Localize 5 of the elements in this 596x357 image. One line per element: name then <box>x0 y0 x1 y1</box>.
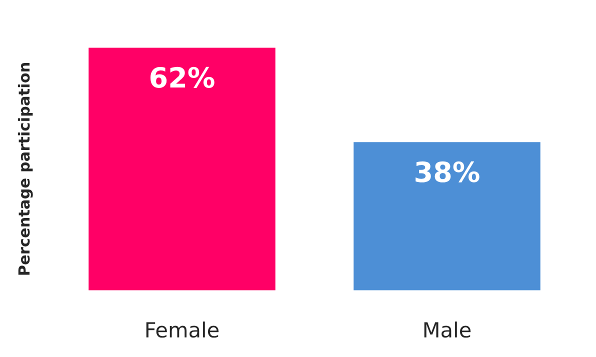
x-tick-label: Male <box>424 322 471 338</box>
y-axis-title: Percentage participation <box>18 63 33 275</box>
data-label: 38% <box>416 161 480 182</box>
x-tick-label: Female <box>146 322 219 338</box>
data-label: 62% <box>150 66 214 88</box>
